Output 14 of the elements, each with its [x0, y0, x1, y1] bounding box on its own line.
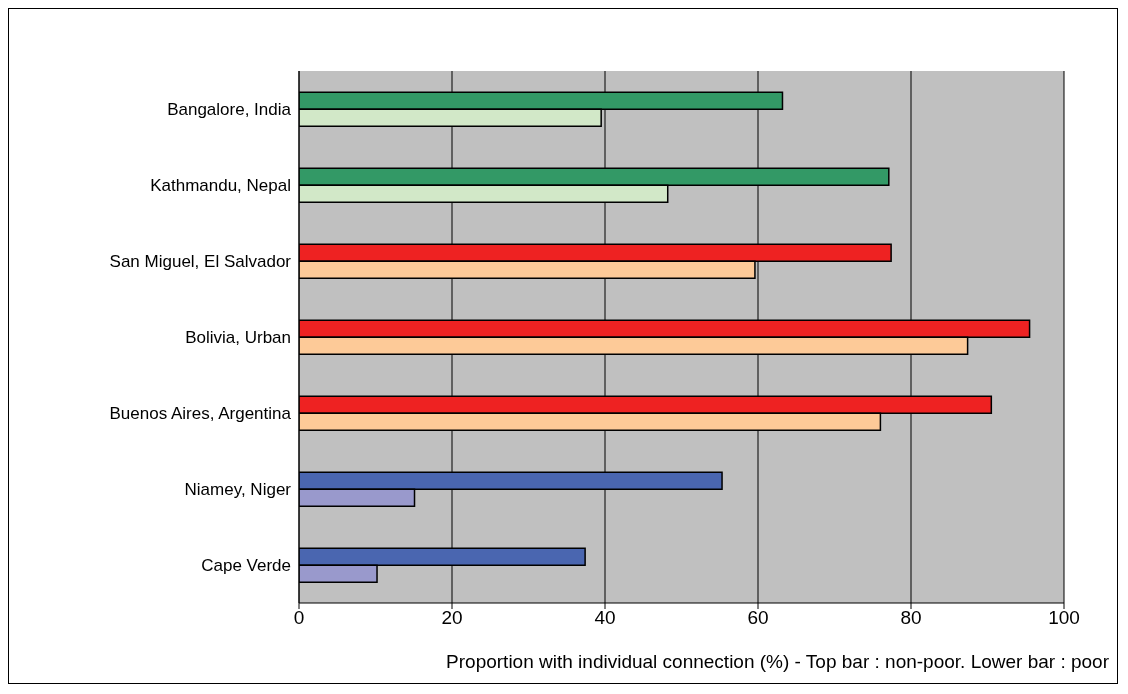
x-axis-title: Proportion with individual connection (%) - Top bar : non-poor. Lower bar : poor: [445, 651, 1109, 673]
x-tick-label: 80: [900, 607, 922, 629]
y-tick-label: Kathmandu, Nepal: [150, 176, 291, 196]
y-tick-label: Bolivia, Urban: [185, 328, 291, 348]
x-tick-label: 0: [293, 607, 305, 629]
y-tick-label: Niamey, Niger: [184, 480, 292, 500]
x-tick-label: 100: [1048, 607, 1080, 629]
y-tick-label: San Miguel, El Salvador: [109, 252, 292, 272]
y-tick-label: Buenos Aires, Argentina: [109, 404, 292, 424]
x-tick-label: 20: [441, 607, 463, 629]
y-tick-label: Cape Verde: [201, 556, 291, 576]
x-tick-label: 40: [594, 607, 616, 629]
x-tick-label: 60: [747, 607, 769, 629]
y-tick-label: Bangalore, India: [167, 100, 292, 120]
